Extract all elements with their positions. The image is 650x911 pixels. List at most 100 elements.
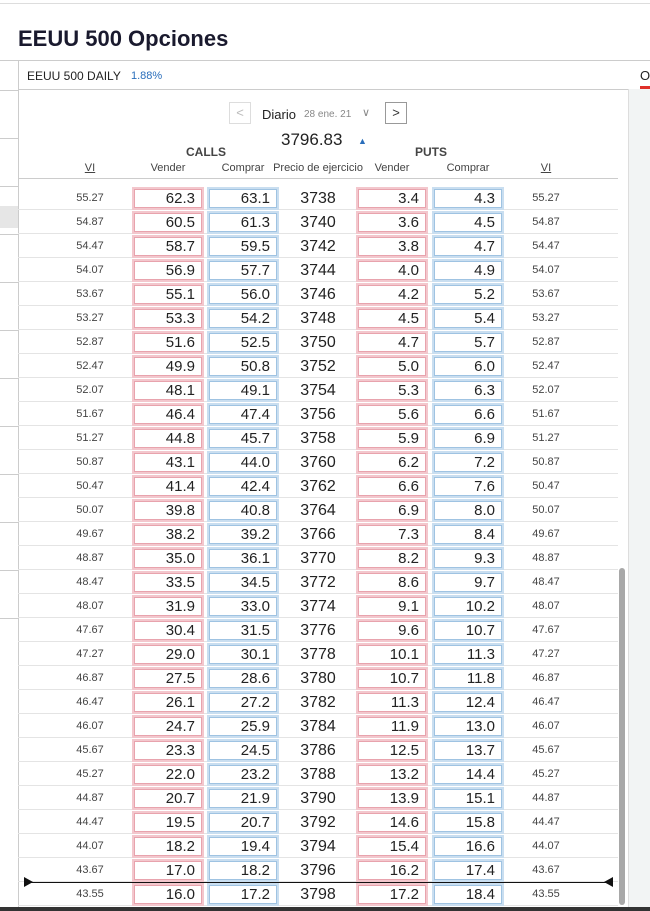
price-cell-sell[interactable]: 43.1 (134, 453, 202, 472)
price-cell-buy[interactable]: 21.9 (209, 789, 277, 808)
price-cell-sell[interactable]: 16.2 (358, 861, 426, 880)
price-cell-buy[interactable]: 11.8 (434, 669, 502, 688)
date[interactable]: 28 ene. 21 (304, 109, 352, 120)
price-cell-buy[interactable]: 10.7 (434, 621, 502, 640)
price-cell-buy[interactable]: 9.3 (434, 549, 502, 568)
price-cell-buy[interactable]: 6.6 (434, 405, 502, 424)
price-cell-buy[interactable]: 10.2 (434, 597, 502, 616)
price-cell-sell[interactable]: 16.0 (134, 885, 202, 904)
price-cell-buy[interactable]: 12.4 (434, 693, 502, 712)
price-cell-buy[interactable]: 33.0 (209, 597, 277, 616)
price-cell-sell[interactable]: 17.0 (134, 861, 202, 880)
price-cell-buy[interactable]: 5.7 (434, 333, 502, 352)
price-cell-sell[interactable]: 35.0 (134, 549, 202, 568)
price-cell-sell[interactable]: 15.4 (358, 837, 426, 856)
price-cell-buy[interactable]: 47.4 (209, 405, 277, 424)
price-cell-sell[interactable]: 55.1 (134, 285, 202, 304)
price-cell-sell[interactable]: 7.3 (358, 525, 426, 544)
price-cell-buy[interactable]: 50.8 (209, 357, 277, 376)
price-cell-sell[interactable]: 44.8 (134, 429, 202, 448)
price-cell-buy[interactable]: 17.2 (209, 885, 277, 904)
price-cell-buy[interactable]: 7.2 (434, 453, 502, 472)
price-cell-buy[interactable]: 8.4 (434, 525, 502, 544)
price-cell-buy[interactable]: 36.1 (209, 549, 277, 568)
price-cell-buy[interactable]: 54.2 (209, 309, 277, 328)
price-cell-sell[interactable]: 29.0 (134, 645, 202, 664)
price-cell-sell[interactable]: 49.9 (134, 357, 202, 376)
side-tab[interactable]: O (640, 68, 650, 83)
price-cell-sell[interactable]: 33.5 (134, 573, 202, 592)
price-cell-sell[interactable]: 14.6 (358, 813, 426, 832)
price-cell-buy[interactable]: 7.6 (434, 477, 502, 496)
price-cell-sell[interactable]: 38.2 (134, 525, 202, 544)
price-cell-sell[interactable]: 30.4 (134, 621, 202, 640)
price-cell-buy[interactable]: 20.7 (209, 813, 277, 832)
price-cell-sell[interactable]: 5.9 (358, 429, 426, 448)
price-cell-sell[interactable]: 58.7 (134, 237, 202, 256)
price-cell-buy[interactable]: 4.7 (434, 237, 502, 256)
price-cell-buy[interactable]: 5.2 (434, 285, 502, 304)
price-cell-buy[interactable]: 5.4 (434, 309, 502, 328)
price-cell-sell[interactable]: 4.7 (358, 333, 426, 352)
price-cell-sell[interactable]: 11.9 (358, 717, 426, 736)
price-cell-buy[interactable]: 15.8 (434, 813, 502, 832)
price-cell-sell[interactable]: 56.9 (134, 261, 202, 280)
price-cell-sell[interactable]: 27.5 (134, 669, 202, 688)
price-cell-sell[interactable]: 9.1 (358, 597, 426, 616)
next-button[interactable]: > (385, 102, 407, 124)
price-cell-sell[interactable]: 24.7 (134, 717, 202, 736)
price-cell-sell[interactable]: 11.3 (358, 693, 426, 712)
price-cell-buy[interactable]: 45.7 (209, 429, 277, 448)
price-cell-sell[interactable]: 48.1 (134, 381, 202, 400)
price-cell-sell[interactable]: 5.0 (358, 357, 426, 376)
price-cell-sell[interactable]: 53.3 (134, 309, 202, 328)
price-cell-buy[interactable]: 30.1 (209, 645, 277, 664)
price-cell-sell[interactable]: 8.6 (358, 573, 426, 592)
dropdown-arrow[interactable]: ∨ (362, 107, 371, 119)
price-cell-sell[interactable]: 18.2 (134, 837, 202, 856)
price-cell-sell[interactable]: 8.2 (358, 549, 426, 568)
price-cell-sell[interactable]: 10.1 (358, 645, 426, 664)
price-cell-sell[interactable]: 4.5 (358, 309, 426, 328)
price-cell-buy[interactable]: 39.2 (209, 525, 277, 544)
price-cell-buy[interactable]: 18.2 (209, 861, 277, 880)
price-cell-buy[interactable]: 15.1 (434, 789, 502, 808)
price-cell-sell[interactable]: 51.6 (134, 333, 202, 352)
price-cell-buy[interactable]: 34.5 (209, 573, 277, 592)
price-cell-sell[interactable]: 39.8 (134, 501, 202, 520)
price-cell-buy[interactable]: 44.0 (209, 453, 277, 472)
price-cell-sell[interactable]: 19.5 (134, 813, 202, 832)
price-cell-buy[interactable]: 49.1 (209, 381, 277, 400)
price-cell-buy[interactable]: 6.3 (434, 381, 502, 400)
price-cell-buy[interactable]: 27.2 (209, 693, 277, 712)
price-cell-buy[interactable]: 13.7 (434, 741, 502, 760)
price-cell-buy[interactable]: 6.0 (434, 357, 502, 376)
price-cell-buy[interactable]: 25.9 (209, 717, 277, 736)
price-cell-sell[interactable]: 12.5 (358, 741, 426, 760)
price-cell-buy[interactable]: 4.5 (434, 213, 502, 232)
price-cell-sell[interactable]: 5.6 (358, 405, 426, 424)
price-cell-buy[interactable]: 57.7 (209, 261, 277, 280)
price-cell-sell[interactable]: 46.4 (134, 405, 202, 424)
price-cell-buy[interactable]: 42.4 (209, 477, 277, 496)
price-cell-buy[interactable]: 56.0 (209, 285, 277, 304)
price-cell-buy[interactable]: 31.5 (209, 621, 277, 640)
price-cell-buy[interactable]: 14.4 (434, 765, 502, 784)
price-cell-sell[interactable]: 62.3 (134, 189, 202, 208)
scrollbar[interactable] (619, 568, 625, 905)
price-cell-buy[interactable]: 18.4 (434, 885, 502, 904)
price-cell-sell[interactable]: 41.4 (134, 477, 202, 496)
price-cell-sell[interactable]: 3.4 (358, 189, 426, 208)
price-cell-sell[interactable]: 4.2 (358, 285, 426, 304)
price-cell-buy[interactable]: 13.0 (434, 717, 502, 736)
price-cell-buy[interactable]: 40.8 (209, 501, 277, 520)
price-cell-buy[interactable]: 28.6 (209, 669, 277, 688)
price-cell-sell[interactable]: 60.5 (134, 213, 202, 232)
price-cell-sell[interactable]: 10.7 (358, 669, 426, 688)
prev-button[interactable]: < (229, 102, 251, 124)
price-cell-buy[interactable]: 63.1 (209, 189, 277, 208)
price-cell-buy[interactable]: 8.0 (434, 501, 502, 520)
price-cell-sell[interactable]: 6.6 (358, 477, 426, 496)
price-cell-buy[interactable]: 16.6 (434, 837, 502, 856)
price-cell-buy[interactable]: 23.2 (209, 765, 277, 784)
